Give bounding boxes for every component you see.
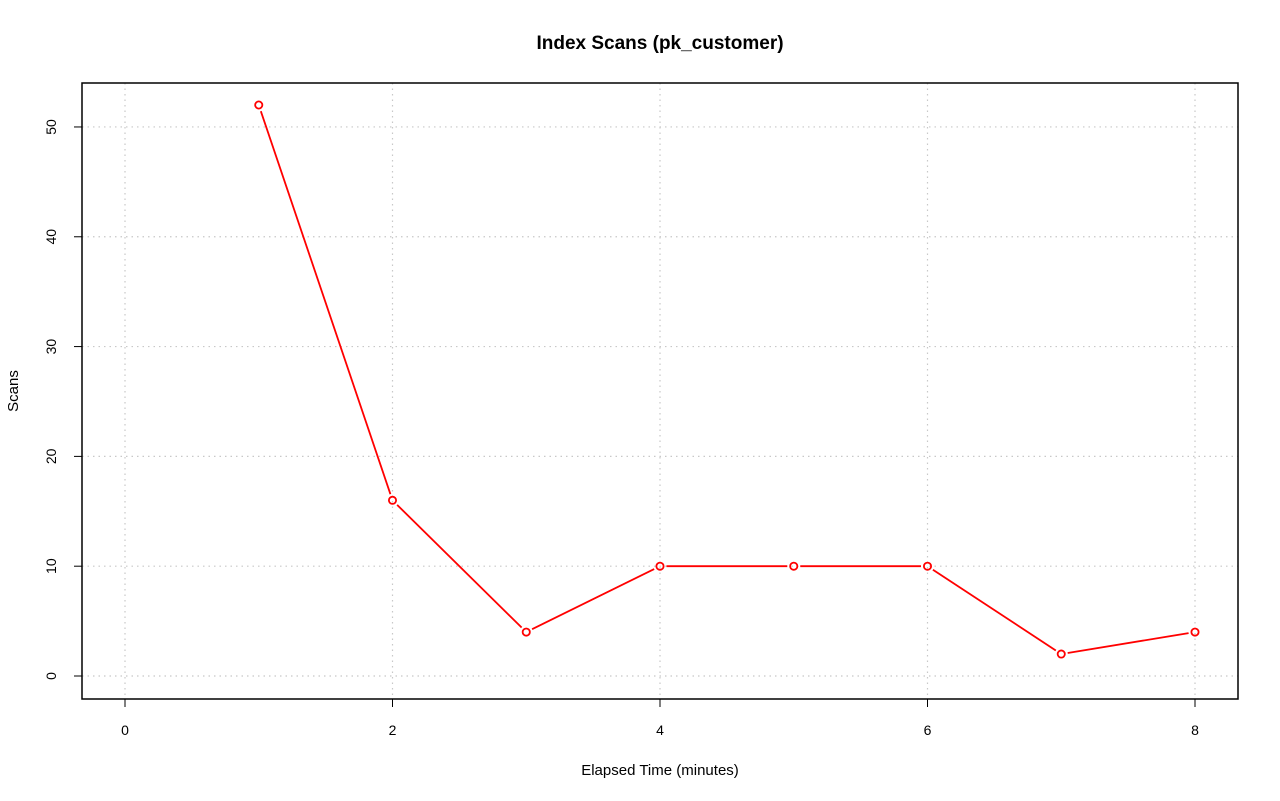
series-line-segment <box>531 568 655 631</box>
y-axis-label: Scans <box>5 370 22 412</box>
y-axis: 0 10 20 30 40 50 <box>43 119 83 680</box>
y-tick-label: 50 <box>43 119 59 135</box>
x-tick-label: 6 <box>924 722 932 738</box>
series-line-segment <box>1067 632 1189 654</box>
series-line-segment <box>932 569 1057 652</box>
y-tick-label: 20 <box>43 448 59 464</box>
y-tick-label: 0 <box>43 672 59 680</box>
grid <box>82 83 1238 699</box>
data-point <box>655 561 665 571</box>
series-line-segment <box>396 504 523 629</box>
chart-title: Index Scans (pk_customer) <box>536 33 783 54</box>
x-tick-label: 8 <box>1191 722 1199 738</box>
data-point <box>923 561 933 571</box>
data-point <box>1190 627 1200 637</box>
y-tick-label: 10 <box>43 558 59 574</box>
x-tick-label: 0 <box>121 722 129 738</box>
data-point <box>1056 649 1066 659</box>
series-layer <box>254 100 1200 659</box>
series-line-segment <box>259 110 392 495</box>
x-axis-label: Elapsed Time (minutes) <box>581 762 739 779</box>
y-tick-label: 30 <box>43 339 59 355</box>
x-tick-label: 2 <box>389 722 397 738</box>
data-point <box>521 627 531 637</box>
data-point <box>254 100 264 110</box>
y-tick-label: 40 <box>43 229 59 245</box>
data-point <box>387 495 397 505</box>
x-tick-label: 4 <box>656 722 664 738</box>
data-point <box>789 561 799 571</box>
x-axis: 0 2 4 6 8 <box>121 698 1199 738</box>
